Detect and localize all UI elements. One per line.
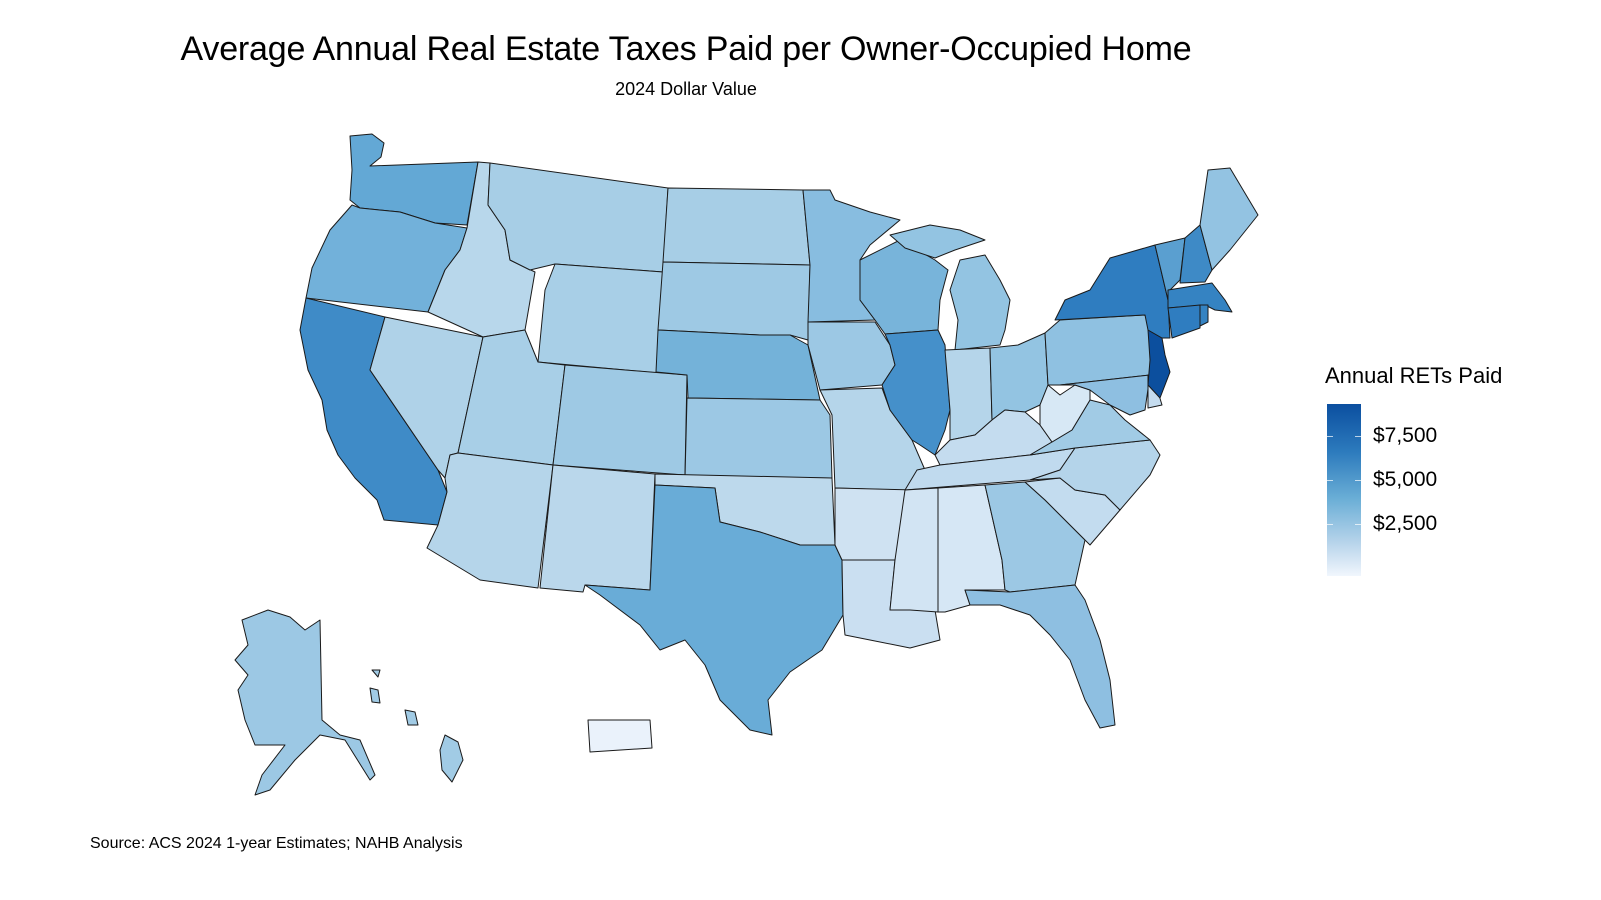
state-alaska (234, 609, 376, 796)
state-ohio (989, 332, 1049, 421)
state-vermont (1154, 237, 1186, 301)
legend-tick-2500-right (1355, 524, 1361, 525)
source-note: Source: ACS 2024 1-year Estimates; NAHB … (90, 835, 463, 852)
state-pennsylvania (1044, 314, 1161, 386)
state-hawaii (369, 669, 464, 783)
state-puerto-rico (587, 719, 653, 753)
legend-tick-2500 (1327, 524, 1333, 525)
state-wyoming (537, 263, 664, 374)
state-michigan (889, 224, 1011, 351)
state-arizona (426, 452, 554, 589)
legend-tick-7500-right (1355, 436, 1361, 437)
state-north-carolina (1029, 439, 1161, 511)
chart-subtitle: 2024 Dollar Value (615, 79, 757, 99)
state-montana (487, 162, 669, 273)
state-kansas (684, 397, 833, 479)
state-new-hampshire (1179, 224, 1213, 284)
legend-title: Annual RETs Paid (1325, 363, 1503, 388)
legend-label-2500: $2,500 (1373, 512, 1438, 535)
state-minnesota (802, 189, 901, 323)
state-new-jersey (1147, 329, 1171, 399)
chart-title: Average Annual Real Estate Taxes Paid pe… (180, 30, 1192, 68)
state-rhode-island (1199, 304, 1209, 327)
legend-tick-5000 (1327, 480, 1333, 481)
state-connecticut (1167, 304, 1201, 339)
legend-label-7500: $7,500 (1373, 424, 1438, 447)
state-illinois (881, 329, 951, 456)
legend-label-5000: $5,000 (1373, 468, 1438, 491)
state-new-mexico (539, 464, 656, 593)
legend-colorbar (1327, 404, 1361, 576)
state-north-dakota (662, 187, 811, 266)
state-texas (584, 484, 844, 736)
state-south-dakota (657, 261, 811, 341)
state-colorado (552, 364, 688, 476)
state-florida (964, 584, 1116, 729)
state-maine (1199, 167, 1259, 271)
state-iowa (807, 321, 896, 391)
legend-tick-7500 (1327, 436, 1333, 437)
legend-tick-5000-right (1355, 480, 1361, 481)
